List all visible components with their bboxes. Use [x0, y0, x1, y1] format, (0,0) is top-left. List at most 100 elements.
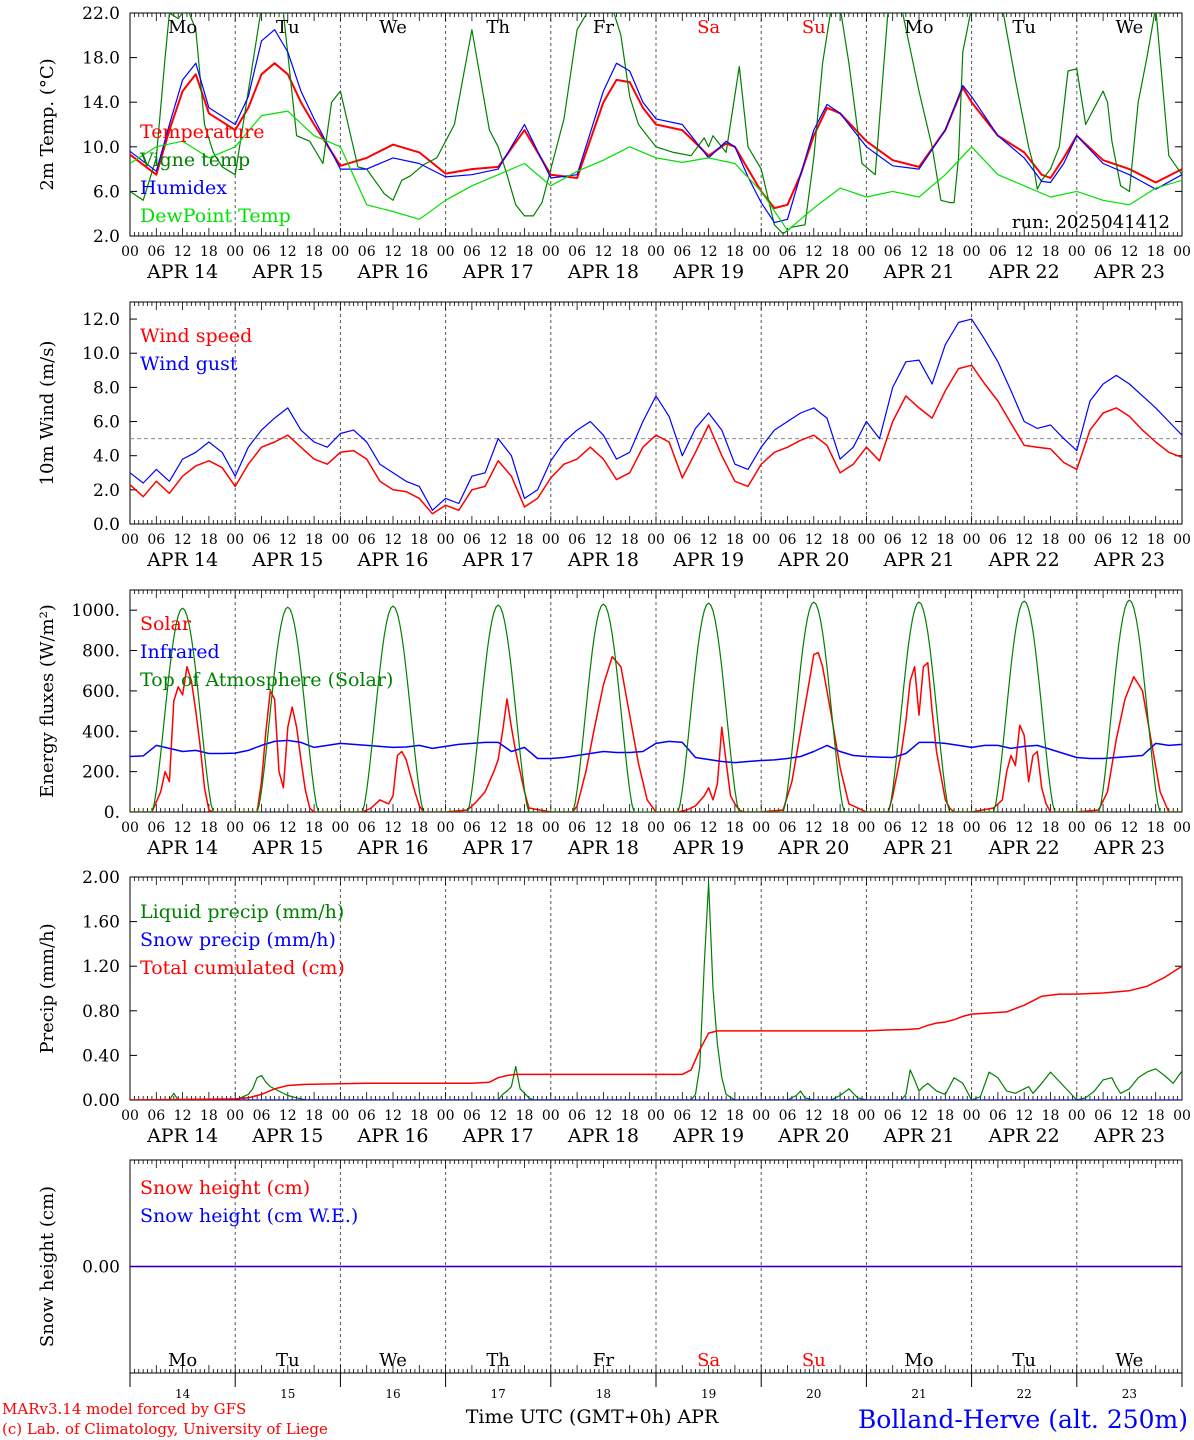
hour-tick-label: 00 [1173, 820, 1191, 836]
legend-entry: Vigne temp [139, 149, 250, 171]
hour-tick-label: 06 [779, 820, 797, 836]
hour-tick-label: 18 [1042, 532, 1060, 548]
weekday-label: Tu [1012, 17, 1036, 38]
legend-entry: Liquid precip (mm/h) [140, 901, 344, 923]
hour-tick-label: 12 [1015, 1108, 1033, 1124]
weekday-label: Tu [276, 17, 300, 38]
weekday-label: Th [486, 1350, 510, 1371]
panel-energy: 0. 200. 400. 600. 800. 1000. Energy fluxes (W/… [37, 589, 1191, 859]
day-number-label: 23 [1122, 1387, 1137, 1401]
hour-tick-label: 06 [884, 820, 902, 836]
hour-tick-label: 06 [884, 244, 902, 260]
hour-tick-label: 18 [1147, 244, 1165, 260]
hour-tick-label: 18 [831, 1108, 849, 1124]
y-tick-label: 200. [82, 763, 120, 783]
y-tick-label: 14.0 [82, 93, 120, 113]
day-number-label: 15 [280, 1387, 295, 1401]
hour-tick-label: 06 [673, 244, 691, 260]
hour-tick-label: 12 [279, 532, 297, 548]
date-label: APR 14 [146, 549, 218, 571]
day-number-label: 22 [1017, 1387, 1032, 1401]
hour-tick-label: 12 [700, 820, 718, 836]
hour-tick-label: 18 [305, 532, 323, 548]
hour-tick-label: 00 [752, 532, 770, 548]
legend-entry: Top of Atmosphere (Solar) [140, 669, 393, 691]
y-axis-label: Snow height (cm) [37, 1186, 58, 1347]
hour-tick-label: 18 [621, 820, 639, 836]
hour-tick-label: 06 [147, 1108, 165, 1124]
series-line-vigne-temp [130, 13, 1182, 235]
series-line-infrared [130, 739, 1182, 764]
hour-tick-label: 06 [253, 1108, 271, 1124]
hour-tick-label: 00 [437, 244, 455, 260]
panel-temp: 2.0 6.0 10.0 14.0 18.0 22.0 2m Temp. (°C) 00 06 1… [37, 4, 1191, 283]
hour-tick-label: 06 [147, 820, 165, 836]
hour-tick-label: 00 [226, 244, 244, 260]
date-label: APR 15 [251, 837, 323, 859]
y-tick-label: 0. [104, 803, 120, 823]
hour-tick-label: 12 [594, 820, 612, 836]
hour-tick-label: 06 [673, 820, 691, 836]
hour-tick-label: 12 [805, 820, 823, 836]
y-tick-label: 0.00 [82, 1258, 120, 1278]
date-label: APR 21 [882, 261, 954, 283]
day-number-label: 20 [806, 1387, 821, 1401]
date-label: APR 18 [567, 837, 639, 859]
date-label: APR 21 [882, 837, 954, 859]
hour-tick-label: 00 [963, 820, 981, 836]
date-label: APR 20 [777, 549, 849, 571]
day-number-label: 16 [385, 1387, 400, 1401]
x-axis-title: Time UTC (GMT+0h) APR [466, 1406, 719, 1428]
bottom-date-axis: 14 15 16 17 18 19 20 21 22 23 [129, 1372, 1183, 1401]
hour-tick-label: 18 [1042, 244, 1060, 260]
hour-tick-label: 18 [936, 532, 954, 548]
y-axis-label: Precip (mm/h) [37, 923, 58, 1053]
hour-tick-label: 12 [594, 244, 612, 260]
date-label: APR 23 [1093, 549, 1165, 571]
date-label: APR 23 [1093, 1125, 1165, 1147]
hour-tick-label: 06 [463, 820, 481, 836]
hour-tick-label: 00 [121, 1108, 139, 1124]
hour-tick-label: 12 [279, 820, 297, 836]
y-tick-label: 1.20 [82, 957, 120, 977]
hour-tick-label: 06 [673, 532, 691, 548]
hour-tick-label: 06 [779, 1108, 797, 1124]
hour-tick-label: 00 [331, 820, 349, 836]
legend-entry: DewPoint Temp [140, 205, 291, 227]
date-label: APR 20 [777, 1125, 849, 1147]
weekday-label: Sa [697, 17, 720, 38]
hour-tick-label: 18 [200, 532, 218, 548]
hour-tick-label: 18 [726, 244, 744, 260]
hour-tick-label: 00 [857, 532, 875, 548]
hour-tick-label: 18 [1042, 820, 1060, 836]
y-tick-label: 10.0 [82, 138, 120, 158]
hour-tick-label: 00 [857, 244, 875, 260]
hour-tick-label: 00 [857, 820, 875, 836]
hour-tick-label: 18 [831, 532, 849, 548]
date-label: APR 23 [1093, 837, 1165, 859]
hour-tick-label: 00 [647, 532, 665, 548]
date-label: APR 18 [567, 549, 639, 571]
hour-tick-label: 00 [542, 820, 560, 836]
hour-tick-label: 00 [331, 244, 349, 260]
hour-tick-label: 12 [700, 532, 718, 548]
hour-tick-label: 12 [910, 244, 928, 260]
weekday-label: Mo [904, 1350, 933, 1371]
hour-tick-label: 06 [989, 820, 1007, 836]
hour-tick-label: 06 [779, 244, 797, 260]
date-label: APR 17 [462, 1125, 534, 1147]
date-label: APR 19 [672, 1125, 744, 1147]
hour-tick-label: 18 [410, 820, 428, 836]
hour-tick-label: 12 [174, 244, 192, 260]
hour-tick-label: 12 [1120, 820, 1138, 836]
hour-tick-label: 06 [1094, 1108, 1112, 1124]
hour-tick-label: 00 [226, 532, 244, 548]
series-line-liquid-precip-mm-h [130, 882, 1182, 1100]
weekday-label: Tu [276, 1350, 300, 1371]
weekday-label: Mo [904, 17, 933, 38]
y-tick-label: 1000. [71, 601, 120, 621]
credit-line-2: (c) Lab. of Climatology, University of L… [2, 1420, 328, 1438]
hour-tick-label: 18 [1147, 820, 1165, 836]
weekday-label: Mo [168, 17, 197, 38]
